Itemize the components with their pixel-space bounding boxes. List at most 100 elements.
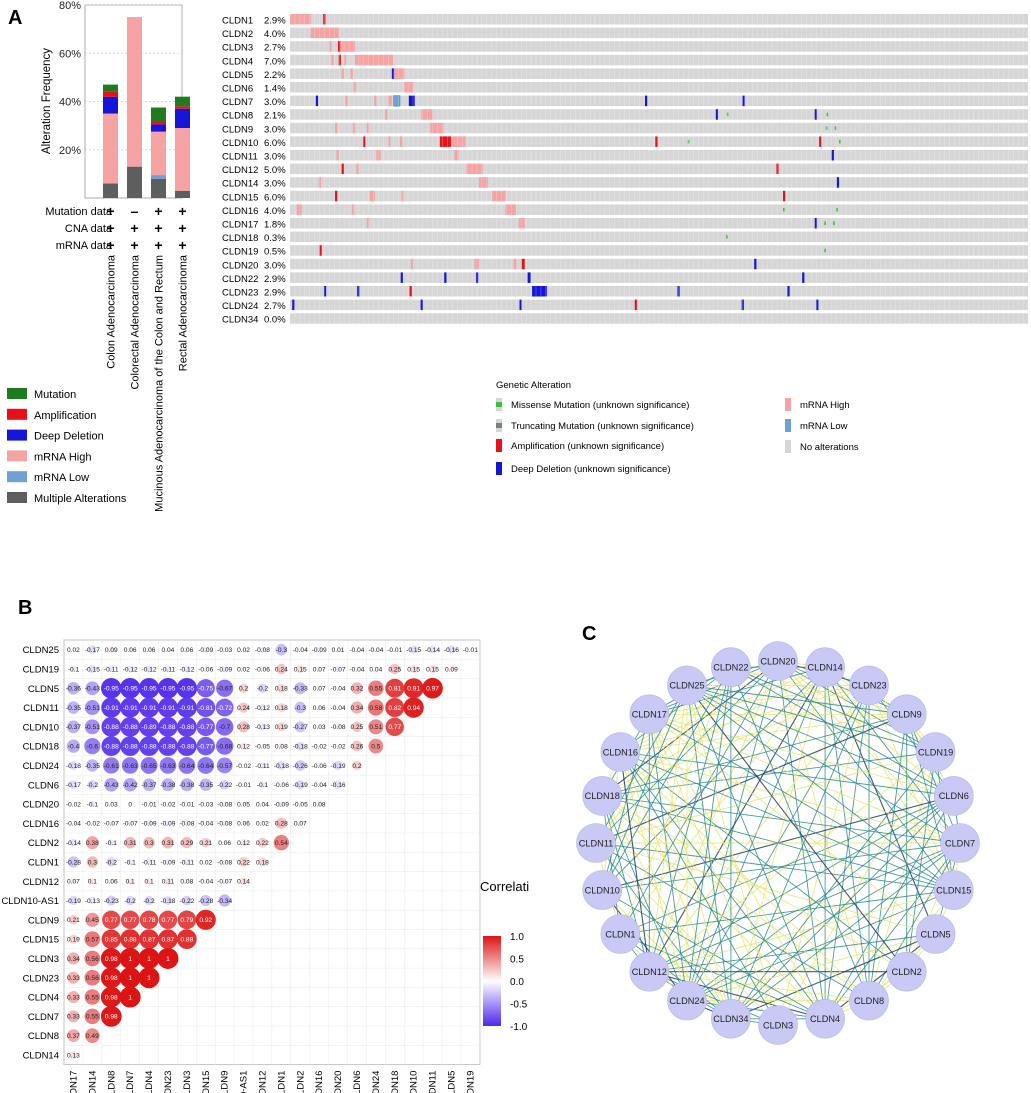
mrna-high-mark <box>353 82 356 93</box>
correlation-value: -0.08 <box>217 821 232 828</box>
gene-label: CLDN9 <box>222 124 253 135</box>
legend-swatch <box>7 471 27 483</box>
deep-deletion-mark <box>715 109 719 120</box>
correlation-value: 0.06 <box>105 879 118 886</box>
correlation-circle <box>183 878 190 885</box>
network-edge <box>777 660 826 1019</box>
correlation-circle <box>158 929 178 949</box>
column-label: CLDN20 <box>333 1071 344 1093</box>
mrna-high-mark <box>338 41 355 52</box>
gene-percent: 3.0% <box>264 97 286 108</box>
mrna-high-mark <box>388 95 392 107</box>
correlation-value: -0.6 <box>87 743 99 750</box>
correlation-circle <box>126 665 134 673</box>
correlation-circle <box>403 678 424 699</box>
network-node <box>805 647 845 688</box>
correlation-value: -0.88 <box>160 743 175 750</box>
correlation-circle <box>238 702 249 713</box>
row-label: CLDN12 <box>23 877 59 888</box>
correlation-value: 0.05 <box>237 801 250 808</box>
correlation-value: -0.12 <box>123 666 138 673</box>
correlation-circle <box>84 989 101 1005</box>
correlation-value: 0.79 <box>180 917 193 924</box>
correlation-value: 0.06 <box>237 821 250 828</box>
correlation-circle <box>120 697 141 718</box>
correlation-value: -0.95 <box>179 686 194 693</box>
correlation-circle <box>84 969 101 986</box>
correlation-circle <box>119 967 141 989</box>
network-edge <box>649 713 936 935</box>
network-edge <box>619 667 732 935</box>
correlation-circle <box>403 697 424 718</box>
missense-mark <box>834 126 837 130</box>
correlation-circle <box>273 834 290 851</box>
correlation-circle <box>176 678 198 699</box>
deep-deletion-mark <box>400 272 403 283</box>
correlation-circle <box>164 665 172 673</box>
correlation-circle <box>107 665 115 673</box>
correlation-value: -0.7 <box>219 724 231 731</box>
network-edge <box>824 933 936 1020</box>
profile-mark: + <box>178 220 186 236</box>
correlation-circle <box>71 821 76 826</box>
correlation-value: -0.88 <box>123 743 138 750</box>
profile-row-label: mRNA data <box>56 240 113 252</box>
correlation-circle <box>101 697 122 718</box>
network-edge <box>602 751 936 797</box>
network-edge <box>595 713 907 844</box>
legend-swatch <box>496 402 502 407</box>
network-edge <box>620 795 954 935</box>
network-edge <box>868 842 961 1001</box>
mrna-high-mark <box>296 204 302 215</box>
gene-label: CLDN20 <box>222 260 258 271</box>
network-edge <box>620 751 907 973</box>
gene-label: CLDN34 <box>222 315 258 326</box>
correlation-circle <box>124 836 136 849</box>
legend-swatch <box>7 429 27 441</box>
correlation-circle <box>275 643 288 656</box>
column-label: CLDN3 <box>182 1071 193 1093</box>
bar-segment-deep-deletion <box>151 124 166 132</box>
correlation-circle <box>139 716 159 737</box>
column-label: CLDN17 <box>68 1071 79 1093</box>
correlation-circle <box>163 896 173 906</box>
correlation-value: -0.77 <box>198 743 213 750</box>
correlation-circle <box>278 782 284 788</box>
network-edge <box>595 666 732 844</box>
correlation-value: -0.19 <box>293 782 308 789</box>
correlation-value: 0.82 <box>388 705 401 712</box>
correlation-circle <box>101 678 122 699</box>
correlation-value: 0.34 <box>351 705 364 712</box>
bar-segment-multiple <box>175 190 190 198</box>
legend-swatch <box>785 440 791 453</box>
correlation-value: -0.08 <box>217 801 232 808</box>
gene-percent: 6.0% <box>264 192 286 203</box>
correlation-circle <box>335 686 341 691</box>
legend-label: mRNA High <box>34 451 91 463</box>
network-edge <box>686 685 955 891</box>
network-node-label: CLDN24 <box>669 996 704 1006</box>
correlation-value: -0.89 <box>142 724 157 731</box>
legend-label: Amplification <box>34 410 96 422</box>
network-node <box>933 870 974 910</box>
correlation-circle <box>336 648 340 652</box>
correlation-value: -0.04 <box>349 666 364 673</box>
network-edge <box>649 971 870 1002</box>
network-edge <box>686 685 826 1019</box>
missense-mark <box>726 235 728 239</box>
correlation-value: 0.02 <box>199 859 212 866</box>
column-label: CLDN18 <box>390 1071 401 1093</box>
correlation-value: -0.68 <box>217 743 232 750</box>
correlation-circle <box>164 820 172 827</box>
gene-percent: 2.7% <box>264 301 286 312</box>
correlation-circle <box>351 740 363 752</box>
correlation-value: 0.02 <box>237 666 250 673</box>
correlation-value: -0.18 <box>293 743 308 750</box>
mrna-high-mark <box>343 54 347 66</box>
correlation-circle <box>354 666 360 672</box>
column-label: CLDN12 <box>257 1071 268 1093</box>
correlation-value: -0.1 <box>257 782 269 789</box>
correlation-value: -0.11 <box>180 859 195 866</box>
correlation-circle <box>276 663 287 675</box>
correlation-value: -0.91 <box>142 705 157 712</box>
